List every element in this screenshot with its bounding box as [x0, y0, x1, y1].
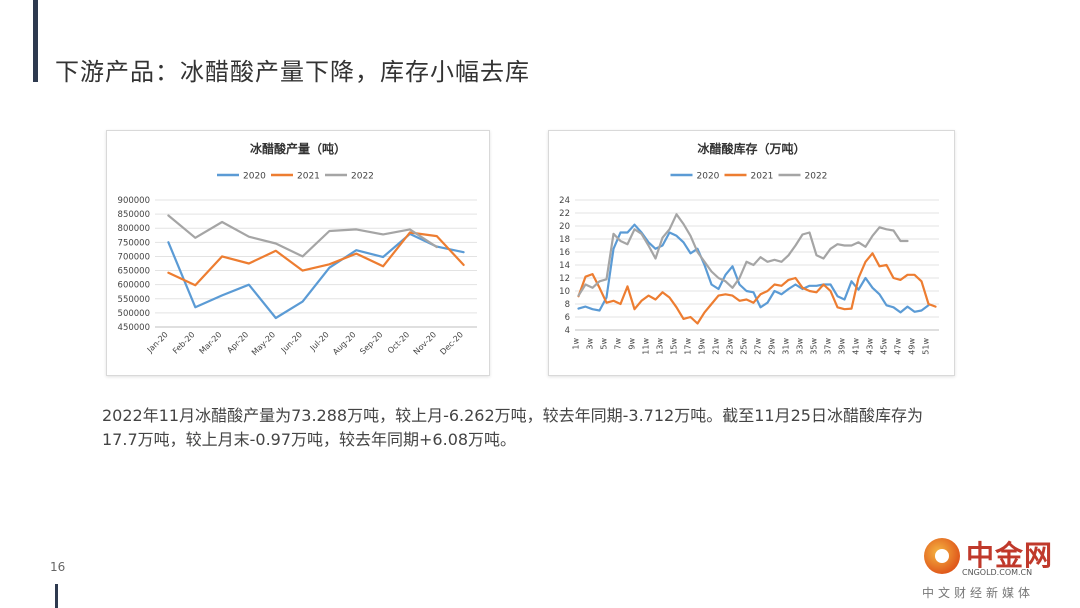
x-tick-label: 51w	[922, 338, 931, 355]
logo-url: CNGOLD.COM.CN	[962, 568, 1033, 577]
page-title: 下游产品：冰醋酸产量下降，库存小幅去库	[55, 58, 530, 86]
inventory-chart: 冰醋酸库存（万吨）2020 2021 20224681012141618202224…	[559, 141, 939, 355]
y-tick-label: 6	[565, 313, 570, 323]
chart-title: 冰醋酸产量（吨）	[250, 141, 346, 156]
x-tick-label: 39w	[838, 338, 847, 355]
legend-label-2021: 2021	[297, 172, 320, 182]
x-tick-label: 3w	[586, 338, 595, 350]
legend-label-2020: 2020	[697, 172, 720, 182]
chart-title: 冰醋酸库存（万吨）	[697, 141, 805, 156]
x-tick-label: 19w	[698, 338, 707, 355]
x-tick-label: 29w	[768, 338, 777, 355]
y-tick-label: 10	[559, 287, 570, 297]
y-tick-label: 650000	[118, 267, 150, 277]
footer-accent-bar	[55, 584, 58, 608]
y-tick-label: 22	[559, 209, 570, 219]
x-tick-label: Aug-20	[331, 330, 358, 357]
x-tick-label: Sep-20	[358, 330, 384, 356]
x-tick-label: Nov-20	[412, 330, 438, 356]
x-tick-label: 11w	[642, 338, 651, 355]
legend-label-2020: 2020	[243, 172, 266, 182]
legend-label-2021: 2021	[751, 172, 774, 182]
x-tick-label: 17w	[684, 338, 693, 355]
y-tick-label: 12	[559, 274, 570, 284]
brand-logo: 中金网 CNGOLD.COM.CN 中文财经新媒体	[918, 534, 1068, 604]
x-tick-label: May-20	[250, 330, 277, 357]
x-tick-label: 15w	[670, 338, 679, 355]
y-tick-label: 900000	[118, 196, 150, 206]
inventory-chart-panel: 冰醋酸库存（万吨） 2020 2021 2022 4 6 8 10 12 14 16 18 20 22 24…	[548, 130, 955, 376]
production-chart-panel: 冰醋酸产量（吨） 2020 2021 2022 450000 500000 550000 60…	[106, 130, 490, 376]
series-line-2021	[577, 252, 937, 325]
x-tick-label: 43w	[866, 338, 875, 355]
x-tick-label: 45w	[880, 338, 889, 355]
x-tick-label: 5w	[600, 338, 609, 350]
logo-tagline: 中文财经新媒体	[922, 586, 1035, 600]
x-tick-label: 33w	[796, 338, 805, 355]
x-tick-label: 21w	[712, 338, 721, 355]
y-tick-label: 24	[559, 196, 570, 206]
legend-label-2022: 2022	[805, 172, 828, 182]
x-tick-label: Jul-20	[308, 330, 331, 353]
x-tick-label: 49w	[908, 338, 917, 355]
title-accent-bar	[33, 0, 38, 82]
series-line-2020	[167, 232, 465, 320]
y-tick-label: 850000	[118, 210, 150, 220]
logo-name: 中金网	[966, 539, 1054, 572]
y-tick-label: 16	[559, 248, 570, 258]
x-tick-label: Jun-20	[279, 330, 304, 355]
x-tick-label: 41w	[852, 338, 861, 355]
x-tick-label: 1w	[572, 338, 581, 350]
x-tick-label: Mar-20	[198, 330, 224, 356]
y-tick-label: 4	[565, 326, 570, 336]
y-tick-label: 750000	[118, 238, 150, 248]
series-line-2021	[167, 231, 465, 287]
x-tick-label: 9w	[628, 338, 637, 350]
x-tick-label: Oct-20	[386, 330, 411, 355]
y-tick-label: 14	[559, 261, 570, 271]
x-tick-label: 27w	[754, 338, 763, 355]
y-tick-label: 600000	[118, 281, 150, 291]
x-tick-label: Dec-20	[438, 330, 465, 357]
series-line-2020	[577, 223, 930, 314]
summary-text: 2022年11月冰醋酸产量为73.288万吨，较上月-6.262万吨，较去年同期…	[102, 406, 923, 449]
series-line-2022	[577, 213, 909, 297]
y-tick-label: 450000	[118, 323, 150, 333]
x-tick-label: 37w	[824, 338, 833, 355]
series-line-2022	[167, 214, 438, 258]
y-tick-label: 550000	[118, 295, 150, 305]
y-tick-label: 20	[559, 222, 570, 232]
y-tick-label: 500000	[118, 309, 150, 319]
production-chart: 冰醋酸产量（吨） 2020 2021 2022 450000 500000 550000 60…	[118, 141, 477, 357]
page-number: 16	[50, 560, 66, 574]
y-tick-label: 18	[559, 235, 570, 245]
x-tick-label: 7w	[614, 338, 623, 350]
y-tick-label: 700000	[118, 252, 150, 262]
x-tick-label: 35w	[810, 338, 819, 355]
x-tick-label: 23w	[726, 338, 735, 355]
logo-icon	[924, 538, 960, 574]
legend-label-2022: 2022	[351, 172, 374, 182]
y-tick-label: 8	[565, 300, 570, 310]
x-tick-label: Jan-20	[145, 330, 170, 355]
x-tick-label: 25w	[740, 338, 749, 355]
x-tick-label: 13w	[656, 338, 665, 355]
x-tick-label: 47w	[894, 338, 903, 355]
x-tick-label: 31w	[782, 338, 791, 355]
x-tick-label: Apr-20	[225, 330, 250, 355]
x-tick-label: Feb-20	[171, 330, 197, 356]
y-tick-label: 800000	[118, 224, 150, 234]
